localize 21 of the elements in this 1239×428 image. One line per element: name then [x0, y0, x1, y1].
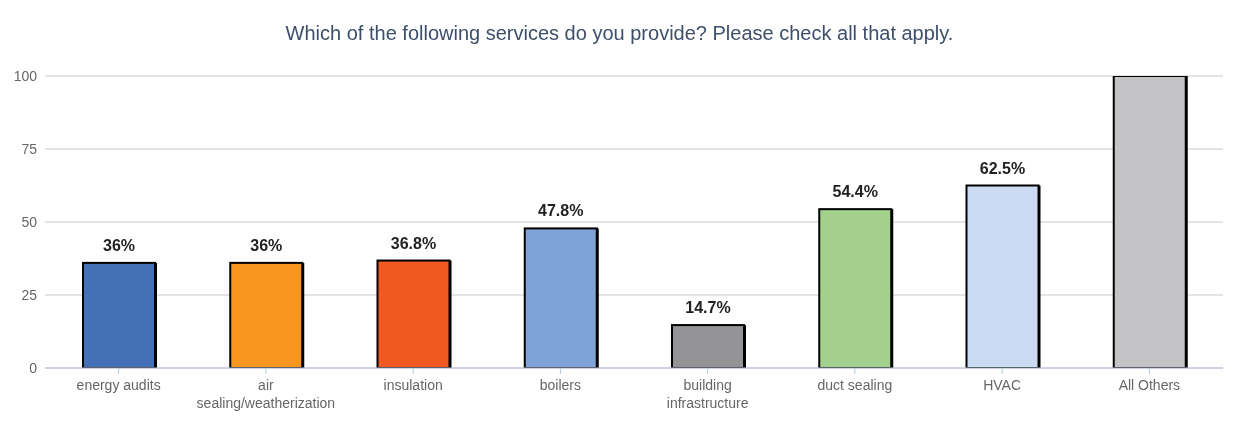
x-tick-label: energy audits: [76, 377, 161, 393]
data-label: 54.4%: [832, 183, 878, 201]
x-tick-label: duct sealing: [817, 377, 893, 393]
y-tick-label: 0: [29, 359, 38, 376]
x-tick-label: boilers: [539, 377, 581, 393]
data-label: 36%: [102, 236, 136, 254]
y-tick-label: 75: [21, 140, 38, 157]
x-tick-label: building infrastructure: [666, 377, 749, 411]
y-tick-label: 50: [21, 213, 38, 230]
x-tick-label: air sealing/weatherization: [196, 377, 336, 411]
data-label: 14.7%: [685, 299, 731, 317]
x-tick-label: All Others: [1118, 377, 1181, 393]
x-tick-label: HVAC: [983, 377, 1022, 393]
y-tick-label: 25: [21, 286, 38, 303]
data-label: 62.5%: [979, 159, 1026, 177]
x-tick-label: insulation: [383, 377, 443, 393]
chart-title: Which of the following services do you provide? Please check all that apply.: [284, 21, 955, 46]
data-label: 36%: [250, 236, 283, 254]
data-label: 36.8%: [390, 234, 437, 252]
data-label: 47.8%: [538, 202, 584, 220]
y-tick-label: 100: [13, 67, 38, 84]
